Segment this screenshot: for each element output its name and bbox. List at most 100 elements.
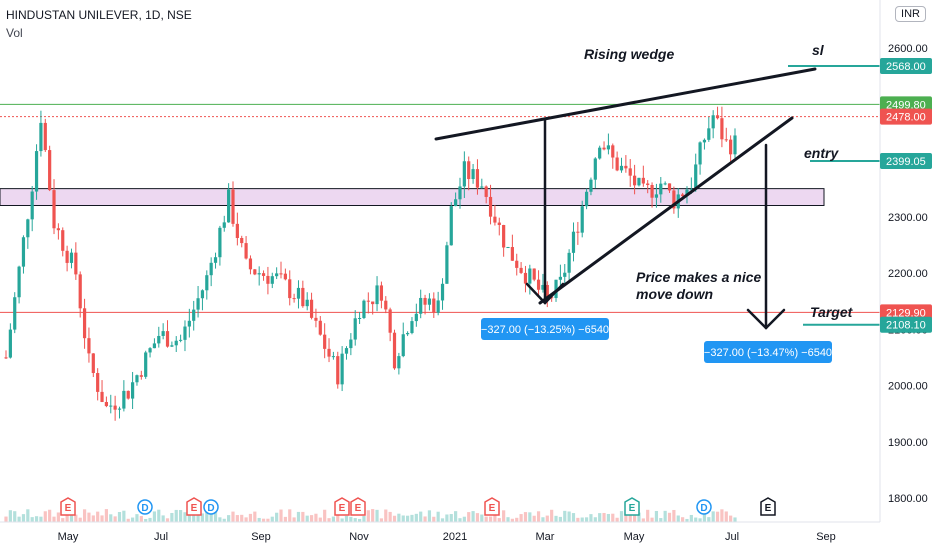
volume-bar: [87, 512, 91, 522]
event-marker-label-1: D: [141, 503, 148, 514]
candle-body: [148, 348, 152, 353]
volume-bar: [576, 517, 580, 522]
candle-body: [523, 272, 528, 284]
measure-label-1-box: [481, 318, 609, 340]
wedge-upper-line: [434, 67, 817, 141]
volume-bar: [685, 518, 689, 522]
volume-bar: [323, 509, 327, 522]
candle-body: [244, 243, 248, 259]
candle-body: [196, 298, 200, 310]
x-tick-label: Nov: [349, 531, 369, 543]
candle-body: [733, 135, 737, 155]
volume-bar: [144, 518, 148, 522]
candle-body: [571, 231, 576, 253]
candle-body: [305, 299, 309, 307]
volume-bar: [567, 511, 571, 522]
candle-body: [139, 375, 143, 377]
candle-body: [152, 343, 157, 349]
volume-bar: [598, 513, 602, 522]
volume-bar: [471, 511, 475, 522]
candle-body: [707, 128, 711, 140]
candle-body: [467, 161, 471, 180]
volume-bar: [510, 518, 514, 522]
candle-body: [681, 194, 685, 197]
candle-body: [698, 142, 702, 165]
candle-body: [292, 298, 296, 300]
volume-bar: [523, 512, 528, 522]
candle-body: [410, 321, 414, 334]
volume-bar: [449, 514, 453, 522]
candle-body: [192, 309, 196, 321]
volume-bar: [624, 512, 628, 522]
volume-bar: [26, 509, 30, 522]
marker-label-2: 2108.10: [886, 320, 926, 332]
candle-body: [536, 279, 541, 290]
measure-label-1: −327.00 (−13.25%) −6540: [481, 324, 609, 336]
volume-bar: [100, 515, 104, 522]
volume-bar: [126, 518, 130, 522]
volume-bar: [406, 515, 410, 522]
candle-body: [541, 284, 545, 290]
event-marker-5: [350, 497, 366, 516]
candle-body: [209, 262, 213, 276]
candle-body: [392, 332, 397, 369]
candle-body: [135, 375, 139, 383]
candle-body: [8, 329, 12, 358]
candle-body: [78, 274, 82, 309]
candle-body: [619, 165, 624, 171]
candle-body: [449, 206, 453, 246]
volume-bar: [96, 511, 100, 522]
candle-body: [227, 189, 231, 223]
volume-bar: [689, 514, 693, 522]
volume-bar: [554, 515, 558, 522]
candle-body: [187, 320, 191, 327]
candle-body: [362, 300, 366, 318]
volume-bar: [74, 514, 78, 522]
candle-body: [17, 266, 21, 298]
candle-body: [598, 147, 602, 159]
volume-bar: [122, 510, 126, 522]
volume-bar: [82, 509, 87, 522]
volume-bar: [213, 509, 218, 522]
candle-body: [69, 252, 74, 263]
candle-body: [646, 183, 650, 186]
volume-bar: [327, 518, 331, 522]
price-label-1: 2478.00: [886, 112, 926, 124]
volume-bar: [366, 510, 370, 522]
x-tick-label: 2021: [443, 531, 467, 543]
candle-body: [497, 222, 501, 225]
marker-label-2-bg: [880, 316, 932, 333]
volume-bar: [357, 518, 362, 522]
measure-label-2: −327.00 (−13.47%) −6540: [704, 347, 832, 359]
volume-bar: [52, 516, 56, 522]
candle-body: [462, 161, 466, 187]
candle-body: [357, 317, 362, 319]
measure-arrow-1a: [525, 282, 547, 305]
volume-bar: [611, 513, 615, 522]
currency-badge[interactable]: INR: [895, 6, 926, 22]
drawings: [434, 65, 880, 330]
event-marker-0: [60, 497, 76, 516]
volume-bar: [392, 515, 397, 522]
candle-body: [353, 318, 357, 340]
zone-rect: [0, 188, 825, 206]
annotations: −327.00 (−13.25%) −6540 −327.00 (−13.47%)…: [481, 42, 854, 363]
volume-bar: [414, 513, 418, 522]
volume-bar: [462, 516, 466, 522]
volume-bar: [663, 510, 667, 522]
candle-body: [231, 189, 235, 224]
candle-body: [689, 189, 693, 191]
x-tick-label: Jul: [154, 531, 168, 543]
volume-bar: [183, 512, 187, 522]
candle-body: [240, 238, 244, 244]
annotation-2: entry: [804, 145, 839, 161]
candle-body: [126, 390, 130, 399]
volume-bar: [606, 513, 611, 522]
volume-bar: [707, 517, 711, 522]
volume-bar: [432, 516, 436, 522]
candle-body: [432, 298, 436, 313]
candle-body: [56, 228, 60, 231]
volume-bar: [235, 515, 239, 522]
candle-body: [654, 194, 659, 198]
